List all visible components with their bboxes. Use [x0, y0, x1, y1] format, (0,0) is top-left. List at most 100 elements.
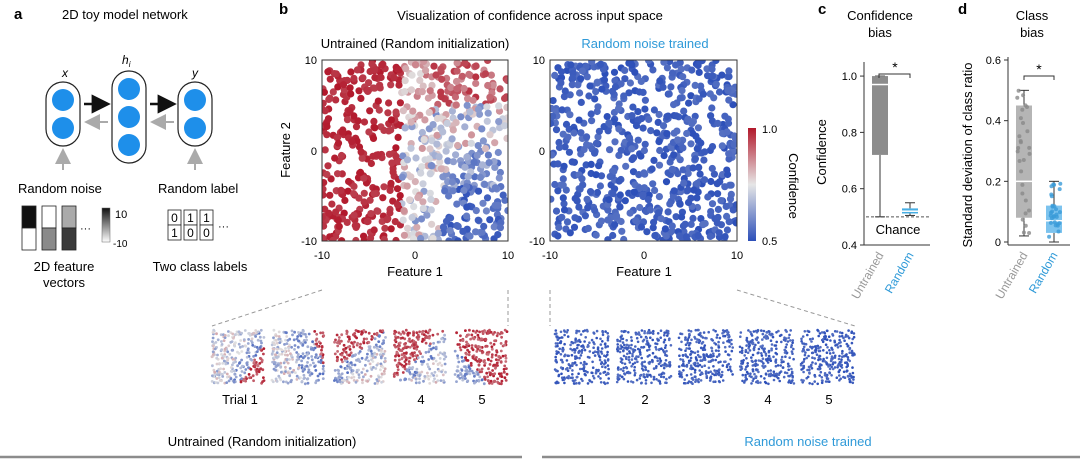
thumbnail-point — [623, 346, 626, 350]
thumbnail-point — [336, 344, 340, 348]
thumbnail-point — [497, 355, 501, 359]
thumbnail-point — [252, 361, 256, 364]
thumbnail-point — [418, 350, 421, 353]
thumbnail-point — [333, 352, 337, 356]
thumbnail-point — [229, 369, 233, 373]
thumbnail-point — [665, 377, 668, 381]
thumbnail-point — [627, 371, 630, 375]
scatter-point — [649, 224, 657, 232]
scatter-point — [334, 83, 342, 91]
thumbnail-point — [373, 332, 376, 336]
thumbnail-point — [650, 358, 654, 362]
thumbnail-point — [689, 330, 693, 333]
thumbnail-point — [830, 365, 833, 369]
data-point — [1057, 187, 1062, 192]
thumbnail-point — [456, 354, 459, 358]
scatter-point — [554, 187, 562, 195]
scatter-point — [708, 104, 716, 112]
thumbnail-point — [349, 351, 353, 355]
thumbnail-point — [379, 375, 383, 379]
scatter-point — [378, 61, 386, 69]
box-iqr — [872, 76, 888, 155]
thumbnail-point — [746, 340, 749, 343]
thumbnail-point — [381, 365, 385, 369]
thumbnail-point — [414, 381, 418, 385]
input-node — [52, 89, 74, 111]
thumbnail-point — [647, 330, 650, 334]
thumbnail-point — [717, 354, 721, 357]
thumbnail-point — [717, 346, 721, 349]
scatter-point — [672, 61, 680, 69]
thumbnail-point — [762, 336, 766, 339]
thumbnail-point — [427, 377, 431, 381]
scatter-point — [353, 66, 361, 74]
thumbnail-point — [295, 378, 299, 381]
thumbnail-point — [637, 331, 641, 334]
thumbnail-point — [423, 375, 427, 378]
scatter-point — [584, 224, 592, 232]
thumbnail-point — [222, 339, 226, 342]
thumbnail-point — [559, 358, 563, 362]
thumbnail-point — [468, 372, 472, 376]
data-point — [1058, 181, 1063, 186]
panel-c-title-1: Confidence — [847, 8, 913, 23]
thumbnail-point — [623, 329, 626, 333]
scatter-point — [650, 106, 659, 114]
scatter-point — [486, 93, 494, 101]
thumbnail-point — [802, 364, 806, 368]
scatter-point — [323, 122, 331, 131]
scatter-point — [370, 226, 378, 234]
thumbnail-point — [751, 353, 755, 357]
thumbnail-point — [303, 376, 306, 380]
thumbnail-point — [213, 373, 217, 376]
scatter-point — [433, 140, 441, 148]
x-tick: 10 — [731, 250, 743, 262]
thumbnail-point — [597, 375, 600, 378]
scatter-point — [478, 161, 487, 169]
thumbnail-point — [437, 353, 440, 357]
thumbnail-point — [787, 368, 790, 372]
thumbnail-point — [300, 364, 304, 367]
panel-d-title-2: bias — [1020, 25, 1044, 40]
thumbnail-point — [304, 341, 307, 344]
scatter-point — [467, 131, 476, 139]
thumbnail-point — [830, 355, 834, 358]
thumbnail-point — [408, 371, 412, 374]
thumbnail-point — [345, 329, 349, 333]
thumbnail-point — [396, 363, 400, 367]
scatter-point — [620, 92, 628, 100]
sig-star: * — [892, 59, 898, 75]
thumbnail-point — [678, 347, 681, 351]
thumbnail-point — [595, 368, 598, 372]
thumbnail-point — [352, 379, 356, 382]
thumbnail-point — [301, 369, 305, 373]
thumbnail-point — [241, 345, 245, 348]
scatter-point — [732, 201, 737, 209]
thumbnail-point — [631, 348, 634, 351]
data-point — [1049, 210, 1053, 215]
thumbnail-point — [712, 352, 715, 356]
scatter-point — [655, 161, 664, 169]
thumbnail-point — [607, 367, 610, 371]
trained-scatter-title: Random noise trained — [581, 36, 708, 51]
thumbnail-point — [274, 353, 277, 357]
thumbnail-point — [751, 369, 755, 373]
thumbnail-point — [215, 332, 218, 336]
thumbnail-point — [566, 329, 569, 332]
thumbnail-point — [505, 330, 509, 333]
thumbnail-point — [807, 354, 810, 358]
scatter-point — [625, 134, 634, 142]
thumbnail-point — [769, 339, 773, 343]
thumbnail-point — [606, 364, 610, 367]
thumbnail-point — [606, 345, 610, 348]
thumbnail-point — [700, 346, 703, 350]
scatter-point — [659, 122, 668, 130]
thumbnail-point — [787, 381, 790, 384]
scatter-point — [322, 179, 328, 187]
scatter-point — [324, 68, 332, 76]
thumbnail-point — [730, 342, 733, 346]
thumbnail-point — [469, 337, 472, 341]
thumbnail-point — [766, 369, 770, 373]
thumbnail-point — [661, 349, 665, 352]
scatter-point — [598, 85, 606, 93]
